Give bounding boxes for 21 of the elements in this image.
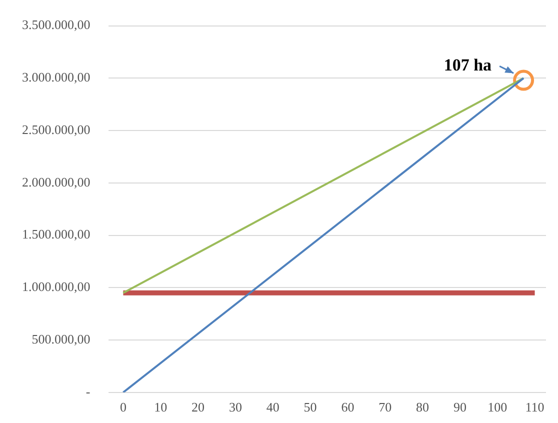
x-tick-label: 30 [228,400,242,415]
annotation: 107 ha [444,56,492,75]
x-tick-label: 0 [120,400,126,415]
x-tick-label: 50 [304,400,317,415]
y-tick-label: 2.000.000,00 [22,174,90,190]
x-tick-label: 20 [192,400,205,415]
y-tick-label: 1.500.000,00 [22,226,90,242]
y-tick-label: 500.000,00 [32,331,90,346]
y-tick-label: 2.500.000,00 [22,122,90,137]
y-tick-label: 3.500.000,00 [22,17,90,32]
x-tick-label: 80 [416,400,430,415]
x-tick-label: 90 [453,400,466,415]
x-tick-label: 110 [525,400,544,415]
x-tick-label: 100 [488,400,508,415]
x-tick-label: 40 [266,400,280,415]
y-tick-label: 3.000.000,00 [22,70,90,85]
x-tick-label: 10 [154,400,168,415]
y-tick-label: - [86,384,90,399]
x-tick-label: 60 [341,400,354,415]
x-tick-label: 70 [378,400,392,415]
y-tick-label: 1.000.000,00 [22,279,90,294]
